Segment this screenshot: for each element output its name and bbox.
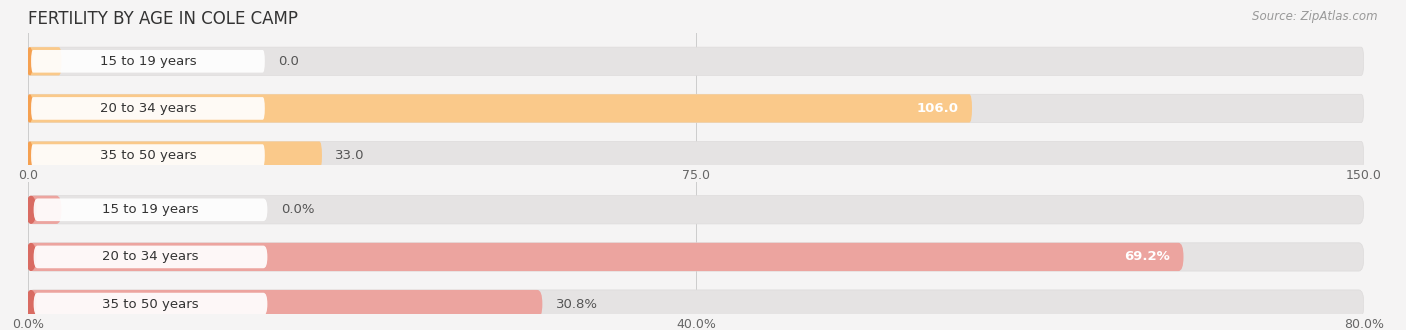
Text: 35 to 50 years: 35 to 50 years [100, 149, 197, 162]
Text: 20 to 34 years: 20 to 34 years [100, 102, 197, 115]
FancyBboxPatch shape [34, 293, 267, 315]
FancyBboxPatch shape [31, 144, 264, 167]
Text: 106.0: 106.0 [917, 102, 959, 115]
Text: 35 to 50 years: 35 to 50 years [103, 298, 198, 311]
Circle shape [27, 291, 35, 317]
Text: 69.2%: 69.2% [1125, 250, 1170, 263]
Circle shape [27, 95, 32, 122]
FancyBboxPatch shape [28, 290, 1364, 318]
FancyBboxPatch shape [28, 243, 1364, 271]
FancyBboxPatch shape [31, 50, 264, 73]
FancyBboxPatch shape [28, 47, 1364, 76]
Text: 0.0%: 0.0% [281, 203, 314, 216]
FancyBboxPatch shape [34, 198, 267, 221]
Text: FERTILITY BY AGE IN COLE CAMP: FERTILITY BY AGE IN COLE CAMP [28, 10, 298, 28]
Text: 20 to 34 years: 20 to 34 years [103, 250, 198, 263]
FancyBboxPatch shape [28, 243, 1184, 271]
Text: 15 to 19 years: 15 to 19 years [100, 55, 197, 68]
FancyBboxPatch shape [28, 94, 1364, 122]
FancyBboxPatch shape [28, 196, 1364, 224]
Circle shape [27, 48, 32, 75]
FancyBboxPatch shape [28, 196, 62, 224]
Text: 15 to 19 years: 15 to 19 years [103, 203, 198, 216]
FancyBboxPatch shape [28, 142, 1364, 170]
FancyBboxPatch shape [31, 97, 264, 120]
FancyBboxPatch shape [34, 246, 267, 268]
Circle shape [27, 244, 35, 270]
Circle shape [27, 142, 32, 169]
FancyBboxPatch shape [28, 94, 972, 122]
Circle shape [27, 196, 35, 223]
FancyBboxPatch shape [28, 142, 322, 170]
Text: 0.0: 0.0 [278, 55, 299, 68]
Text: Source: ZipAtlas.com: Source: ZipAtlas.com [1253, 10, 1378, 23]
Text: 33.0: 33.0 [336, 149, 364, 162]
FancyBboxPatch shape [28, 290, 543, 318]
FancyBboxPatch shape [28, 47, 62, 76]
Text: 30.8%: 30.8% [555, 298, 598, 311]
